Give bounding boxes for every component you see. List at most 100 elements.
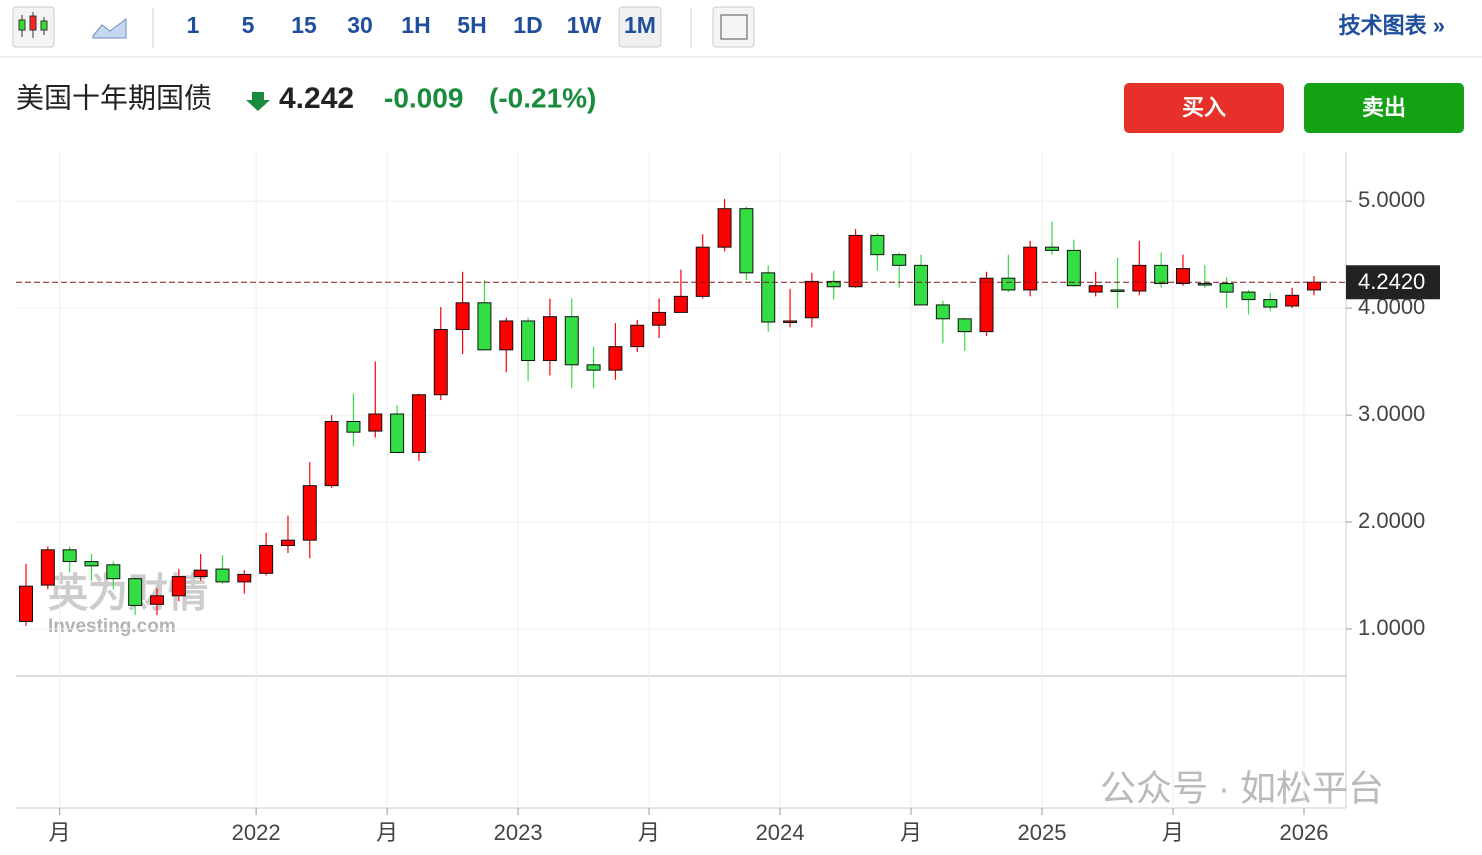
candle-body <box>1066 249 1081 287</box>
interval-button[interactable]: 1W <box>567 12 602 38</box>
candle-body <box>368 413 383 432</box>
candle-body <box>630 324 645 348</box>
candle-body <box>280 539 295 547</box>
candle-body <box>652 311 667 326</box>
watermark: 公众号 · 如松平台 <box>1100 768 1384 809</box>
x-tick-label: 2026 <box>1279 820 1328 845</box>
candle-body <box>1197 283 1212 286</box>
icon-part <box>40 20 48 31</box>
tech-chart-link[interactable]: 技术图表 » <box>1339 13 1445 38</box>
candle-body <box>259 545 274 574</box>
candle-body <box>739 208 754 274</box>
last-price-box <box>1346 265 1440 300</box>
sell-button[interactable] <box>1304 83 1464 133</box>
candle-body <box>1175 268 1190 285</box>
candle-body <box>1110 289 1125 292</box>
interval-button[interactable]: 1M <box>624 12 656 38</box>
candle-body <box>62 549 77 563</box>
candle-body <box>892 254 907 266</box>
candle-body <box>1263 299 1278 308</box>
candle-body <box>542 316 557 362</box>
candle-body <box>564 316 579 366</box>
interval-button[interactable]: 5 <box>242 12 255 38</box>
buy-button[interactable] <box>1124 83 1284 133</box>
change-pct: (-0.21%) <box>489 82 596 113</box>
interval-button[interactable]: 1H <box>401 12 430 38</box>
candle-body <box>128 578 143 606</box>
x-tick-label: 2025 <box>1018 820 1067 845</box>
icon-part <box>18 19 26 31</box>
y-tick-label: 1.0000 <box>1358 615 1425 640</box>
candle-body <box>215 568 230 583</box>
x-tick-label: 月 <box>900 820 922 845</box>
candle-body <box>695 246 710 297</box>
y-tick-label: 2.0000 <box>1358 508 1425 533</box>
candle-body <box>848 234 863 288</box>
candle-body <box>40 549 55 586</box>
candle-body <box>586 364 601 371</box>
candle-body <box>19 585 33 622</box>
watermark: Investing.com <box>48 616 176 637</box>
candle-body <box>477 302 492 351</box>
candle-body <box>193 569 208 578</box>
interval-button[interactable]: 15 <box>291 12 317 38</box>
interval-button[interactable]: 1 <box>187 12 200 38</box>
x-tick-label: 2022 <box>232 820 281 845</box>
candle-body <box>826 280 841 288</box>
interval-button[interactable]: 30 <box>347 12 373 38</box>
change: -0.009 <box>384 82 463 113</box>
x-tick-label: 月 <box>376 820 398 845</box>
last-price-label: 4.2420 <box>1358 269 1425 294</box>
price: 4.242 <box>279 82 354 115</box>
candle-body <box>1285 294 1300 307</box>
candle-body <box>390 413 405 453</box>
candle-body <box>499 320 514 351</box>
y-tick-label: 3.0000 <box>1358 401 1425 426</box>
candle-body <box>1088 285 1103 293</box>
candle-body <box>783 320 798 323</box>
candle-body <box>935 304 950 320</box>
candle-body <box>1154 264 1169 285</box>
candle-body <box>171 576 186 597</box>
buy-label: 买入 <box>1182 95 1226 120</box>
line-icon[interactable] <box>92 18 127 39</box>
candle-body <box>717 208 732 248</box>
candle-body <box>870 234 885 256</box>
candle-body <box>979 277 994 333</box>
candle-body <box>433 329 448 396</box>
candle-body <box>608 346 623 371</box>
candle-body <box>1001 277 1016 291</box>
candle-body <box>411 394 426 453</box>
candle-body <box>346 420 361 433</box>
y-tick-label: 5.0000 <box>1358 187 1425 212</box>
candle-body <box>1241 291 1256 301</box>
x-tick-label: 月 <box>49 820 71 845</box>
candle-body <box>1219 283 1234 293</box>
candle-body <box>521 320 536 362</box>
candle-body <box>302 485 317 541</box>
candle-body <box>237 573 252 583</box>
interval-button[interactable]: 1D <box>513 12 542 38</box>
x-tick-label: 2024 <box>756 820 805 845</box>
candle-body <box>1045 246 1060 251</box>
sell-label: 卖出 <box>1362 95 1406 120</box>
x-tick-label: 月 <box>1162 820 1184 845</box>
candle-body <box>914 264 929 306</box>
candle-body <box>957 318 972 333</box>
candle-body <box>1023 246 1038 291</box>
instrument-name: 美国十年期国债 <box>16 82 212 113</box>
x-tick-label: 2023 <box>494 820 543 845</box>
x-tick-label: 月 <box>638 820 660 845</box>
interval-button[interactable]: 5H <box>457 12 486 38</box>
interval-active <box>618 6 662 48</box>
candle-body <box>455 302 470 331</box>
icon-part <box>29 15 37 31</box>
layout-icon-glyph <box>720 14 748 40</box>
down-arrow <box>246 92 270 111</box>
candle-body <box>673 295 688 313</box>
layout-icon[interactable] <box>712 6 755 48</box>
candle-body <box>1306 281 1321 291</box>
candle-body <box>106 564 121 580</box>
candle-body <box>1132 264 1147 292</box>
candle-body <box>761 272 776 323</box>
